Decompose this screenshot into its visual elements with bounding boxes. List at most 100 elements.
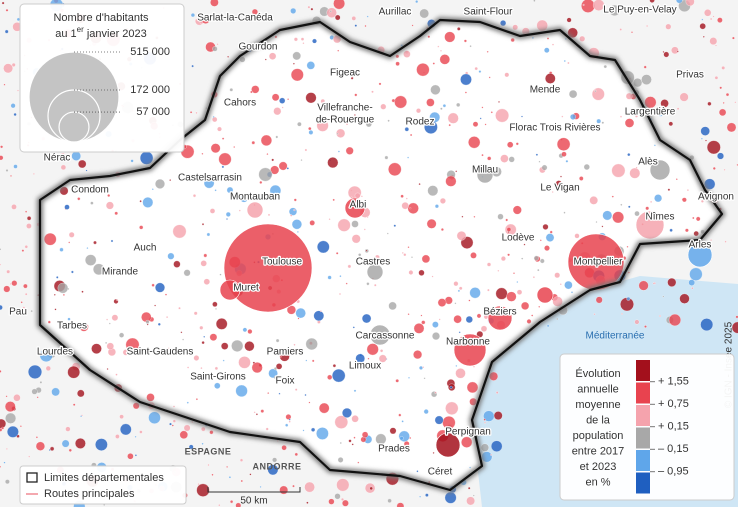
commune-dot bbox=[304, 481, 315, 493]
commune-dot bbox=[273, 107, 282, 116]
commune-dot bbox=[723, 168, 726, 171]
commune-dot bbox=[481, 153, 484, 157]
city-circle bbox=[223, 223, 313, 313]
commune-dot bbox=[439, 197, 446, 204]
commune-dot bbox=[444, 491, 457, 504]
commune-dot bbox=[472, 121, 479, 127]
commune-dot bbox=[445, 175, 457, 187]
commune-dot bbox=[420, 314, 423, 317]
commune-dot bbox=[490, 453, 493, 456]
commune-dot bbox=[214, 382, 221, 389]
commune-dot bbox=[458, 286, 463, 291]
commune-dot bbox=[447, 112, 459, 124]
commune-dot bbox=[500, 20, 507, 27]
commune-dot bbox=[432, 321, 439, 328]
commune-dot bbox=[35, 436, 38, 439]
commune-dot bbox=[142, 197, 154, 208]
place-label: Narbonne bbox=[446, 337, 490, 348]
commune-dot bbox=[60, 164, 67, 171]
commune-dot bbox=[650, 200, 653, 203]
commune-dot bbox=[455, 368, 466, 379]
country-label: ESPAGNE bbox=[185, 446, 232, 456]
commune-dot bbox=[365, 367, 368, 370]
commune-dot bbox=[199, 325, 204, 330]
commune-dot bbox=[440, 49, 442, 52]
commune-dot bbox=[388, 301, 397, 311]
commune-dot bbox=[603, 64, 607, 69]
commune-dot bbox=[535, 153, 539, 156]
commune-dot bbox=[365, 121, 372, 128]
commune-dot bbox=[334, 14, 341, 21]
commune-dot bbox=[186, 401, 189, 404]
commune-dot bbox=[212, 115, 215, 118]
commune-dot bbox=[13, 112, 17, 117]
commune-dot bbox=[145, 319, 150, 324]
commune-dot bbox=[72, 403, 76, 406]
size-legend-circle bbox=[58, 111, 90, 143]
commune-dot bbox=[704, 9, 712, 17]
commune-dot bbox=[53, 293, 56, 296]
place-label: Saint-Flour bbox=[464, 7, 514, 18]
commune-dot bbox=[479, 117, 482, 120]
commune-dot bbox=[416, 470, 419, 473]
commune-dot bbox=[193, 311, 198, 316]
commune-dot bbox=[209, 333, 218, 341]
commune-dot bbox=[291, 219, 302, 230]
commune-dot bbox=[3, 285, 11, 293]
commune-dot bbox=[288, 418, 291, 421]
commune-dot bbox=[200, 376, 203, 379]
commune-dot bbox=[626, 296, 631, 301]
commune-dot bbox=[400, 194, 404, 198]
commune-dot bbox=[39, 348, 53, 362]
commune-dot bbox=[39, 381, 43, 384]
commune-dot bbox=[466, 496, 475, 506]
commune-dot bbox=[259, 180, 263, 184]
commune-dot bbox=[567, 61, 570, 65]
commune-dot bbox=[689, 267, 703, 281]
place-label: Muret bbox=[233, 283, 259, 294]
commune-dot bbox=[333, 0, 345, 10]
commune-dot bbox=[68, 241, 71, 244]
commune-dot bbox=[353, 436, 356, 439]
commune-dot bbox=[214, 189, 217, 192]
commune-dot bbox=[437, 45, 440, 48]
commune-dot bbox=[227, 55, 230, 58]
commune-dot bbox=[401, 202, 409, 210]
commune-dot bbox=[67, 365, 80, 379]
commune-dot bbox=[411, 24, 414, 27]
color-legend-label: + 1,55 bbox=[658, 376, 689, 388]
commune-dot bbox=[457, 27, 461, 31]
commune-dot bbox=[20, 301, 23, 304]
commune-dot bbox=[80, 415, 83, 418]
commune-dot bbox=[549, 230, 553, 234]
commune-dot bbox=[312, 38, 317, 44]
commune-dot bbox=[426, 98, 435, 107]
commune-dot bbox=[407, 246, 410, 249]
commune-dot bbox=[561, 115, 564, 118]
place-label: Nérac bbox=[44, 153, 71, 164]
commune-dot bbox=[355, 353, 365, 364]
commune-dot bbox=[651, 5, 654, 8]
commune-dot bbox=[4, 29, 9, 34]
commune-dot bbox=[201, 152, 204, 155]
commune-dot bbox=[426, 218, 437, 229]
color-swatch bbox=[636, 382, 650, 404]
commune-dot bbox=[60, 152, 66, 158]
commune-dot bbox=[203, 177, 215, 189]
commune-dot bbox=[23, 308, 26, 311]
commune-dot bbox=[466, 381, 479, 394]
commune-dot bbox=[107, 194, 111, 197]
commune-dot bbox=[469, 45, 472, 48]
commune-dot bbox=[621, 312, 623, 315]
commune-dot bbox=[734, 101, 737, 104]
commune-dot bbox=[387, 119, 390, 122]
commune-dot bbox=[293, 208, 296, 212]
commune-dot bbox=[28, 364, 42, 379]
city-circle bbox=[635, 210, 665, 240]
commune-dot bbox=[423, 409, 429, 415]
commune-dot bbox=[631, 31, 633, 34]
commune-dot bbox=[288, 420, 291, 423]
commune-dot bbox=[300, 159, 303, 162]
commune-dot bbox=[407, 156, 410, 159]
commune-dot bbox=[515, 142, 519, 146]
